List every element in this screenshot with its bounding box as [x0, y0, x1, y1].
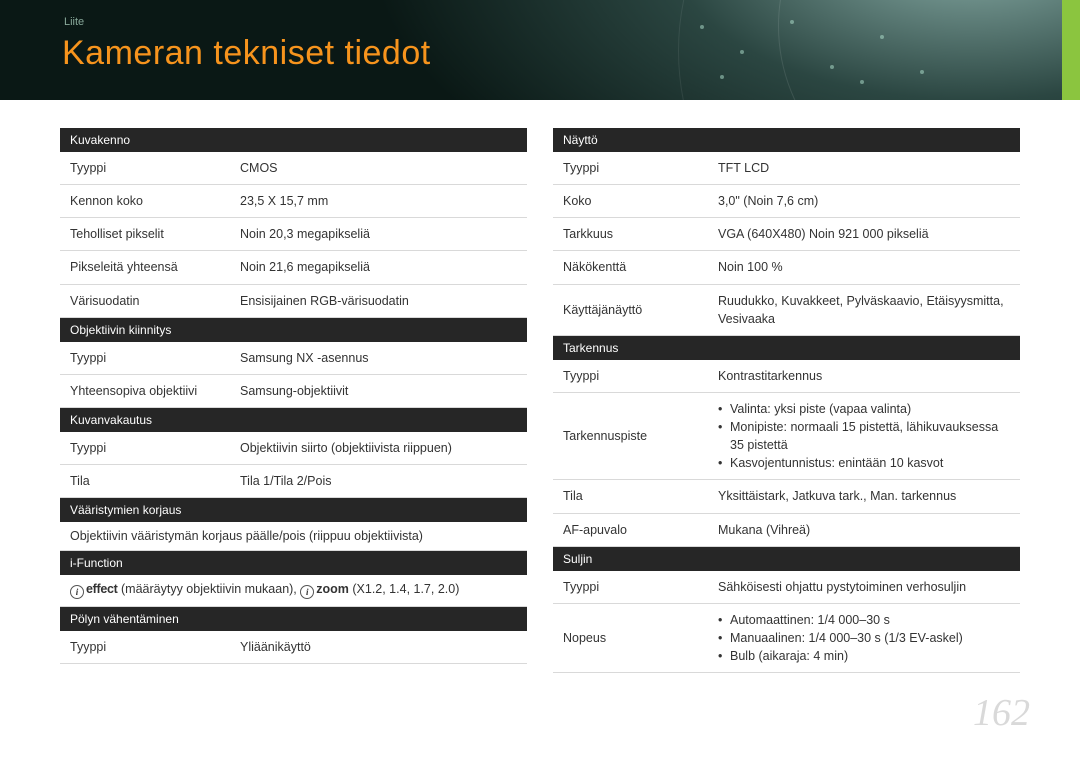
- right-column: Näyttö TyyppiTFT LCD Koko3,0" (Noin 7,6 …: [553, 128, 1020, 673]
- i-icon: i: [70, 585, 84, 599]
- focus-point-list: Valinta: yksi piste (vapaa valinta) Moni…: [718, 400, 1010, 473]
- section-polyn: Pölyn vähentäminen: [60, 607, 527, 632]
- list-item: Kasvojentunnistus: enintään 10 kasvot: [718, 454, 1010, 472]
- list-item: Manuaalinen: 1/4 000–30 s (1/3 EV-askel): [718, 629, 1010, 647]
- content-area: Kuvakenno TyyppiCMOS Kennon koko23,5 X 1…: [60, 128, 1020, 673]
- zoom-label: zoom: [316, 582, 349, 596]
- table-row: TyyppiTFT LCD: [553, 152, 1020, 185]
- breadcrumb: Liite: [64, 16, 84, 28]
- section-vaaristymien: Vääristymien korjaus: [60, 498, 527, 523]
- table-row: VärisuodatinEnsisijainen RGB-värisuodati…: [60, 284, 527, 317]
- left-column: Kuvakenno TyyppiCMOS Kennon koko23,5 X 1…: [60, 128, 527, 673]
- table-row: TyyppiSamsung NX -asennus: [60, 342, 527, 375]
- section-kuvakenno: Kuvakenno: [60, 128, 527, 152]
- section-naytto: Näyttö: [553, 128, 1020, 152]
- table-row: NäkökenttäNoin 100 %: [553, 251, 1020, 284]
- header-dots: [680, 10, 980, 90]
- section-objektiivin: Objektiivin kiinnitys: [60, 317, 527, 342]
- table-row: TyyppiObjektiivin siirto (objektiivista …: [60, 432, 527, 465]
- i-icon: i: [300, 585, 314, 599]
- table-row: Pikseleitä yhteensäNoin 21,6 megapikseli…: [60, 251, 527, 284]
- table-row: TarkkuusVGA (640X480) Noin 921 000 pikse…: [553, 218, 1020, 251]
- section-kuvanvakautus: Kuvanvakautus: [60, 407, 527, 432]
- page-number: 162: [973, 691, 1030, 735]
- table-row: TyyppiSähköisesti ohjattu pystytoiminen …: [553, 571, 1020, 604]
- table-row: ieffect (määräytyy objektiivin mukaan), …: [60, 575, 527, 607]
- table-row: Kennon koko23,5 X 15,7 mm: [60, 185, 527, 218]
- specs-table-right: Näyttö TyyppiTFT LCD Koko3,0" (Noin 7,6 …: [553, 128, 1020, 673]
- ifunction-cell: ieffect (määräytyy objektiivin mukaan), …: [60, 575, 527, 607]
- table-row: KäyttäjänäyttöRuudukko, Kuvakkeet, Pylvä…: [553, 284, 1020, 335]
- table-row: TilaYksittäistark, Jatkuva tark., Man. t…: [553, 480, 1020, 513]
- effect-label: effect: [86, 582, 118, 596]
- table-row: TyyppiYliäänikäyttö: [60, 631, 527, 664]
- list-item: Automaattinen: 1/4 000–30 s: [718, 611, 1010, 629]
- table-row: Objektiivin vääristymän korjaus päälle/p…: [60, 522, 527, 551]
- table-row: Teholliset pikselitNoin 20,3 megapikseli…: [60, 218, 527, 251]
- header-green-tab: [1062, 0, 1080, 100]
- table-row: Yhteensopiva objektiiviSamsung-objektiiv…: [60, 374, 527, 407]
- table-row: TilaTila 1/Tila 2/Pois: [60, 465, 527, 498]
- section-suljin: Suljin: [553, 546, 1020, 571]
- table-row: Nopeus Automaattinen: 1/4 000–30 s Manua…: [553, 603, 1020, 672]
- specs-table-left: Kuvakenno TyyppiCMOS Kennon koko23,5 X 1…: [60, 128, 527, 664]
- table-row: AF-apuvaloMukana (Vihreä): [553, 513, 1020, 546]
- list-item: Bulb (aikaraja: 4 min): [718, 647, 1010, 665]
- table-row: TyyppiCMOS: [60, 152, 527, 185]
- list-item: Monipiste: normaali 15 pistettä, lähikuv…: [718, 418, 1010, 454]
- section-ifunction: i-Function: [60, 551, 527, 576]
- list-item: Valinta: yksi piste (vapaa valinta): [718, 400, 1010, 418]
- table-row: TyyppiKontrastitarkennus: [553, 360, 1020, 393]
- shutter-speed-list: Automaattinen: 1/4 000–30 s Manuaalinen:…: [718, 611, 1010, 665]
- page-title: Kameran tekniset tiedot: [62, 34, 431, 73]
- table-row: Koko3,0" (Noin 7,6 cm): [553, 185, 1020, 218]
- section-tarkennus: Tarkennus: [553, 335, 1020, 360]
- table-row: Tarkennuspiste Valinta: yksi piste (vapa…: [553, 392, 1020, 480]
